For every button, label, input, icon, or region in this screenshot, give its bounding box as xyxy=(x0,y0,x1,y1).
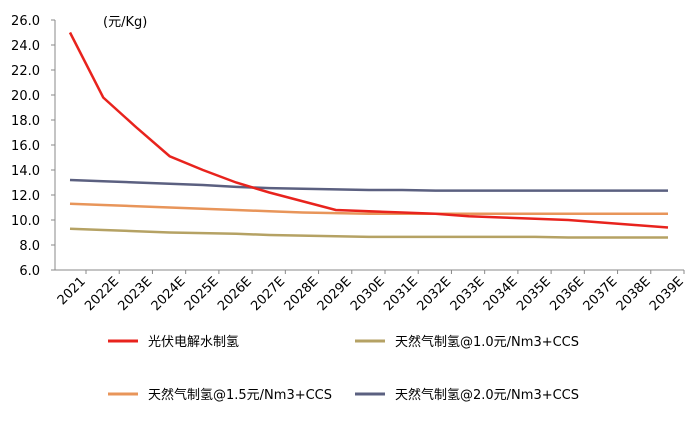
legend-label: 天然气制氢@1.0元/Nm3+CCS xyxy=(395,334,579,350)
y-tick-label: 24.0 xyxy=(11,39,40,54)
legend-label: 光伏电解水制氢 xyxy=(148,335,239,350)
y-tick-label: 8.0 xyxy=(19,239,40,254)
x-tick-label: 2033E xyxy=(448,274,488,314)
y-tick-label: 14.0 xyxy=(11,164,40,179)
x-tick-label: 2032E xyxy=(414,274,454,314)
x-tick-label: 2036E xyxy=(547,274,587,314)
y-tick-label: 20.0 xyxy=(11,89,40,104)
y-axis-label: (元/Kg) xyxy=(103,15,147,30)
series-line xyxy=(68,31,669,229)
y-tick-label: 22.0 xyxy=(11,64,40,79)
x-tick-label: 2024E xyxy=(149,274,189,314)
x-tick-label: 2030E xyxy=(348,274,388,314)
y-tick-label: 18.0 xyxy=(11,114,40,129)
x-tick-label: 2034E xyxy=(481,274,521,314)
x-tick-label: 2025E xyxy=(182,274,222,314)
y-tick-label: 12.0 xyxy=(11,189,40,204)
y-tick-label: 10.0 xyxy=(11,214,40,229)
series-line xyxy=(69,178,668,192)
x-tick-label: 2028E xyxy=(282,274,322,314)
legend-label: 天然气制氢@2.0元/Nm3+CCS xyxy=(395,387,579,403)
x-tick-label: 2023E xyxy=(115,274,155,314)
x-tick-label: 2031E xyxy=(381,274,421,314)
series-line xyxy=(69,227,668,239)
y-tick-label: 26.0 xyxy=(11,14,40,29)
series-line xyxy=(69,202,668,215)
x-tick-label: 2027E xyxy=(248,274,288,314)
x-tick-label: 2026E xyxy=(215,274,255,314)
y-tick-label: 16.0 xyxy=(11,139,40,154)
x-tick-label: 2038E xyxy=(614,274,654,314)
x-tick-label: 2039E xyxy=(647,274,687,314)
y-tick-label: 6.0 xyxy=(19,264,40,279)
x-tick-label: 2029E xyxy=(315,274,355,314)
x-tick-label: 2037E xyxy=(581,274,621,314)
x-tick-label: 2035E xyxy=(514,274,554,314)
x-tick-label: 2022E xyxy=(82,274,122,314)
legend-label: 天然气制氢@1.5元/Nm3+CCS xyxy=(148,387,332,403)
